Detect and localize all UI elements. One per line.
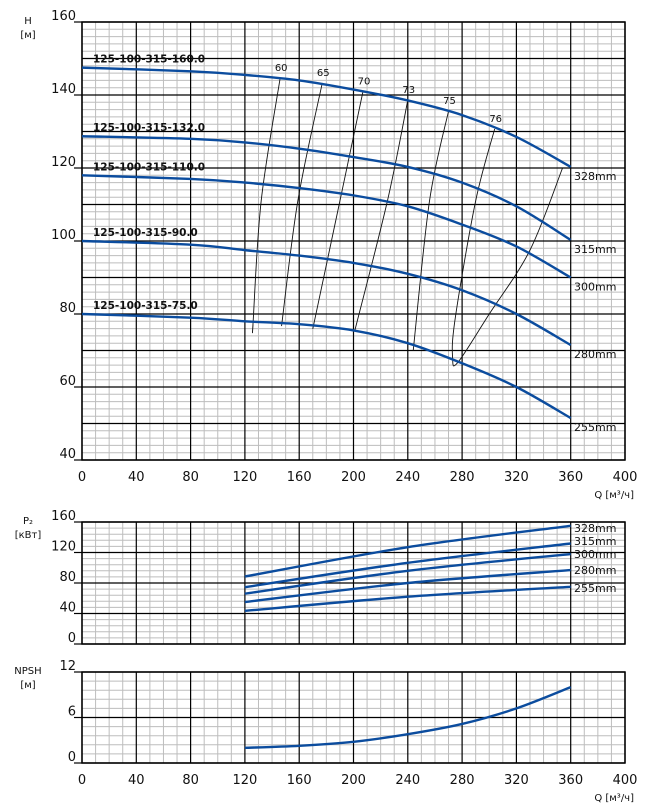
x-tick-label: 0	[78, 470, 86, 485]
y-tick-label: 60	[59, 374, 76, 389]
curve-model-label: 125-100-315-160.0	[93, 54, 205, 66]
x-tick-label: 400	[613, 773, 638, 788]
x-axis-label: Q [м³/ч]	[594, 793, 634, 804]
y-axis-label: P₂	[23, 516, 33, 527]
curve-255mm	[244, 585, 571, 613]
y-tick-label: 0	[68, 631, 76, 646]
x-tick-label: 200	[341, 773, 366, 788]
x-tick-label: 360	[558, 470, 583, 485]
x-tick-label: 360	[558, 773, 583, 788]
x-tick-label: 120	[232, 470, 257, 485]
y-tick-label: 6	[68, 705, 76, 720]
y-tick-label: 80	[59, 570, 76, 585]
x-tick-label: 240	[395, 773, 420, 788]
diameter-label: 280mm	[574, 348, 616, 361]
curve-model-label: 125-100-315-132.0	[93, 122, 205, 134]
efficiency-line-75	[412, 110, 449, 351]
efficiency-label: 76	[489, 114, 502, 125]
diameter-label: 315mm	[574, 243, 616, 256]
diameter-label: 328mm	[574, 522, 616, 535]
x-tick-label: 400	[613, 470, 638, 485]
y-tick-label: 12	[59, 659, 76, 674]
y-tick-label: 160	[51, 509, 76, 524]
curve-model-label: 125-100-315-90.0	[93, 227, 198, 239]
diameter-label: 255mm	[574, 421, 616, 434]
efficiency-label: 65	[317, 68, 330, 79]
diameter-label: 255mm	[574, 582, 616, 595]
x-tick-label: 160	[287, 773, 312, 788]
curve-328mm	[244, 524, 571, 578]
x-tick-label: 80	[182, 773, 199, 788]
y-axis-label: [кВт]	[15, 530, 42, 541]
chart-panel-2: 0 6 12 NPSH [м] 0 40 80 120 160 200 240 280 320 360 400…	[14, 659, 637, 804]
efficiency-label: 75	[443, 96, 456, 107]
curve-125-100-315-160.0	[81, 66, 572, 168]
x-tick-label: 40	[128, 470, 145, 485]
efficiency-line-60	[251, 77, 281, 334]
x-tick-label: 320	[504, 470, 529, 485]
diameter-label: 300mm	[574, 548, 616, 561]
y-tick-label: 100	[51, 228, 76, 243]
x-tick-label: 120	[232, 773, 257, 788]
x-tick-label: 240	[395, 470, 420, 485]
x-axis-label: Q [м³/ч]	[594, 490, 634, 501]
diameter-label: 300mm	[574, 281, 616, 294]
y-axis-label: NPSH	[14, 666, 41, 677]
x-tick-label: 280	[450, 470, 475, 485]
efficiency-label: 73	[402, 85, 415, 96]
y-tick-label: 120	[51, 155, 76, 170]
efficiency-line-76	[451, 128, 563, 367]
x-tick-label: 160	[287, 470, 312, 485]
x-tick-label: 280	[450, 773, 475, 788]
x-tick-label: 80	[182, 470, 199, 485]
y-axis-label: [м]	[20, 680, 35, 691]
curve-125-100-315-90.0	[81, 239, 572, 347]
efficiency-label: 60	[275, 63, 288, 74]
y-axis-label: [м]	[20, 30, 35, 41]
efficiency-label: 70	[358, 76, 371, 87]
diameter-label: 280mm	[574, 564, 616, 577]
curve-model-label: 125-100-315-110.0	[93, 161, 205, 173]
curve-model-label: 125-100-315-75.0	[93, 300, 198, 312]
efficiency-line-70	[312, 91, 364, 330]
efficiency-line-73	[354, 100, 409, 331]
curve-280mm	[244, 568, 571, 604]
diameter-label: 315mm	[574, 535, 616, 548]
x-tick-label: 320	[504, 773, 529, 788]
y-axis-label: H	[24, 16, 32, 27]
y-tick-label: 120	[51, 540, 76, 555]
y-tick-label: 140	[51, 82, 76, 97]
curve-315mm	[244, 542, 571, 589]
x-tick-label: 40	[128, 773, 145, 788]
diameter-label: 328mm	[574, 170, 616, 183]
y-tick-label: 80	[59, 301, 76, 316]
curve-300mm	[244, 552, 571, 595]
curve-125-100-315-75.0	[81, 312, 572, 420]
curve-125-100-315-132.0	[81, 135, 572, 241]
y-tick-label: 40	[59, 601, 76, 616]
x-tick-label: 200	[341, 470, 366, 485]
efficiency-line-65	[281, 82, 323, 327]
x-tick-label: 0	[78, 773, 86, 788]
curve-125-100-315-110.0	[81, 174, 572, 279]
y-tick-label: 0	[68, 750, 76, 765]
y-tick-label: 40	[59, 447, 76, 462]
y-tick-label: 160	[51, 9, 76, 24]
curve-NPSH	[244, 686, 572, 750]
